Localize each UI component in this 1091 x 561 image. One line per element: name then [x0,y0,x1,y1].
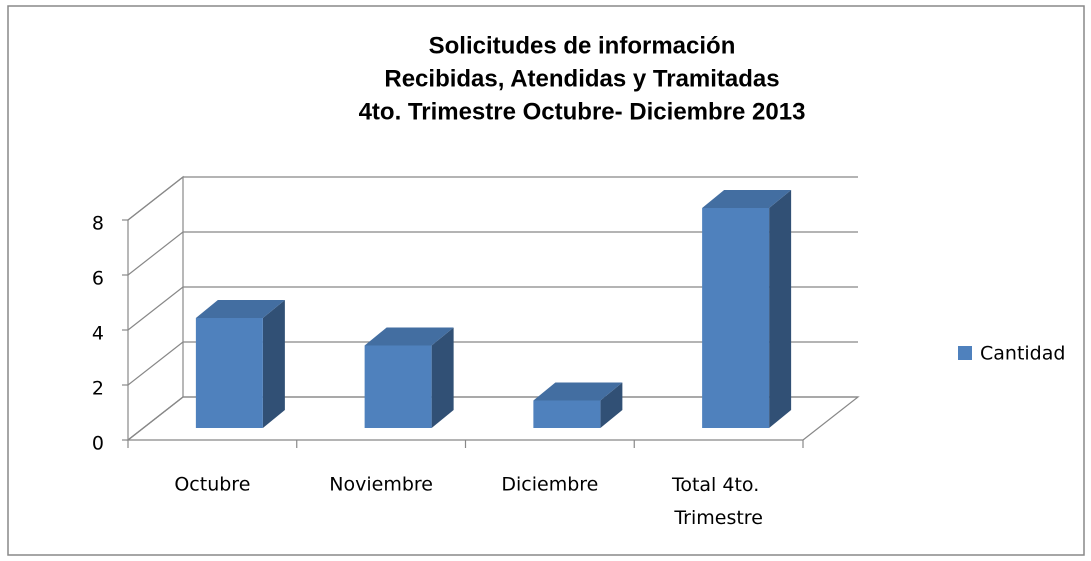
legend-label: Cantidad [980,343,1065,365]
bar-top [702,190,792,208]
x-tick-label: Octubre [174,474,250,496]
bar-side [600,382,623,428]
legend-swatch [958,346,972,360]
chart-title: 4to. Trimestre Octubre- Diciembre 2013 [359,98,806,125]
bar-side [431,327,454,428]
x-tick-label-line: Trimestre [673,507,763,529]
bar [364,327,454,428]
bar-top [364,327,454,346]
x-tick-label: Total 4to. Trimestre [671,474,765,529]
bar [533,382,623,428]
bar-side [769,190,792,428]
grid-line [127,176,858,221]
chart-title: Recibidas, Atendidas y Tramitadas [384,65,779,92]
y-tick-label: 2 [92,378,104,400]
y-tick-label: 6 [92,268,104,290]
bar-side [262,300,285,428]
chart-border [7,5,1085,556]
x-tick-label: Noviembre [329,474,433,496]
grid-line [127,341,858,386]
bar [195,300,285,428]
bar-front [533,400,601,428]
bar-front [195,318,263,428]
x-tick-label: Diciembre [501,474,598,496]
bar-top [195,300,285,318]
bar-top [533,382,623,401]
grid-line [127,396,858,441]
bar [702,190,792,428]
chart-title: Solicitudes de información [429,32,736,59]
bar-front [364,345,432,428]
y-tick-label: 8 [92,213,104,235]
grid-line [127,286,858,331]
grid-line [127,231,858,276]
y-tick-label: 0 [92,433,104,455]
bar-front [702,208,770,428]
y-tick-label: 4 [92,323,104,345]
x-tick-label-line: Total 4to. [671,474,765,496]
